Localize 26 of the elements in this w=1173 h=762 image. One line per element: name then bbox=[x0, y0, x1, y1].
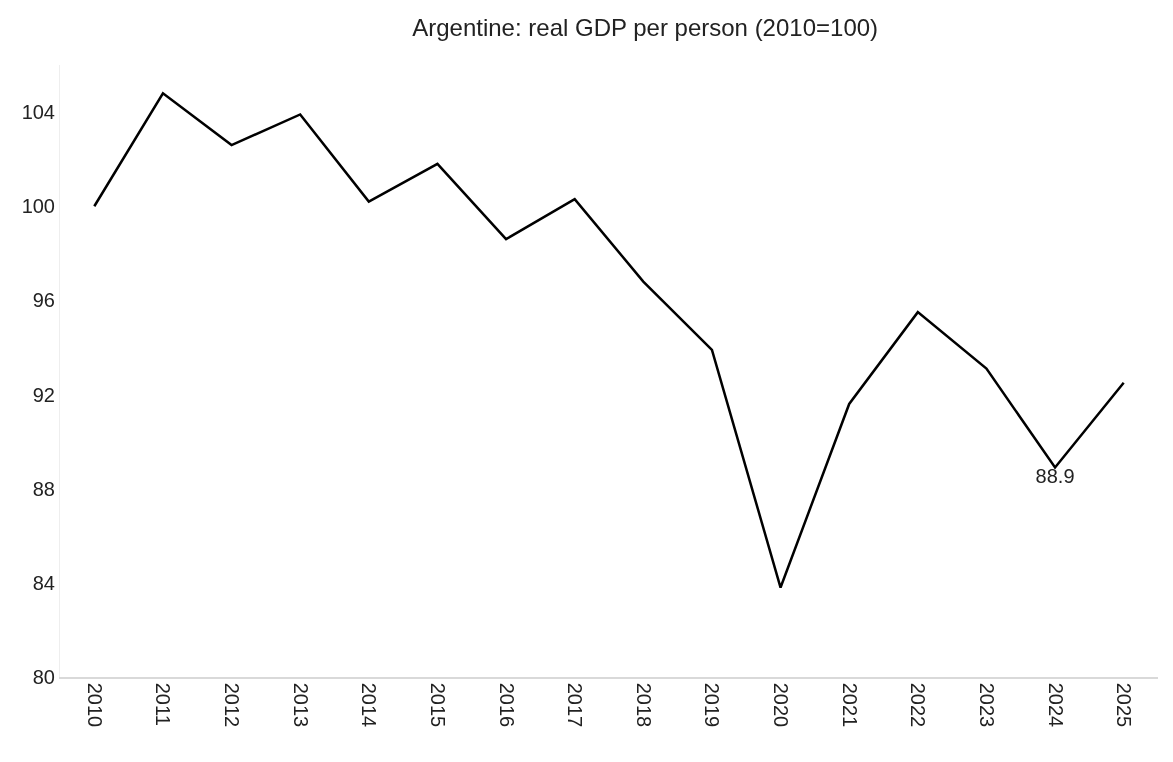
x-tick-label: 2010 bbox=[83, 682, 106, 728]
x-tick-label: 2018 bbox=[632, 682, 655, 728]
line-series bbox=[93, 92, 1125, 589]
x-tick-label: 2014 bbox=[358, 682, 381, 728]
x-tick-label: 2023 bbox=[975, 682, 998, 728]
x-tick-label: 2019 bbox=[701, 682, 724, 728]
y-tick-label: 92 bbox=[32, 383, 55, 406]
chart-title: Argentine: real GDP per person (2010=100) bbox=[412, 13, 879, 41]
y-tick-label: 88 bbox=[32, 477, 55, 500]
x-tick-label: 2017 bbox=[564, 682, 587, 728]
x-tick-label: 2024 bbox=[1044, 682, 1067, 728]
x-tick-label: 2011 bbox=[152, 682, 175, 726]
y-tick-label: 100 bbox=[21, 195, 55, 218]
y-tick-label: 84 bbox=[32, 571, 55, 594]
x-tick-label: 2013 bbox=[289, 682, 312, 728]
y-tick-label: 104 bbox=[21, 101, 55, 124]
x-tick-label: 2015 bbox=[426, 682, 449, 728]
x-tick-label: 2025 bbox=[1113, 682, 1136, 728]
y-tick-label: 80 bbox=[32, 666, 55, 688]
x-tick-label: 2012 bbox=[221, 682, 244, 728]
x-tick-label: 2021 bbox=[838, 682, 861, 728]
y-tick-label: 96 bbox=[32, 289, 55, 312]
x-tick-label: 2016 bbox=[495, 682, 518, 728]
x-tick-label: 2022 bbox=[907, 682, 930, 728]
data-label: 88.9 bbox=[1035, 464, 1075, 487]
x-tick-label: 2020 bbox=[770, 682, 793, 728]
